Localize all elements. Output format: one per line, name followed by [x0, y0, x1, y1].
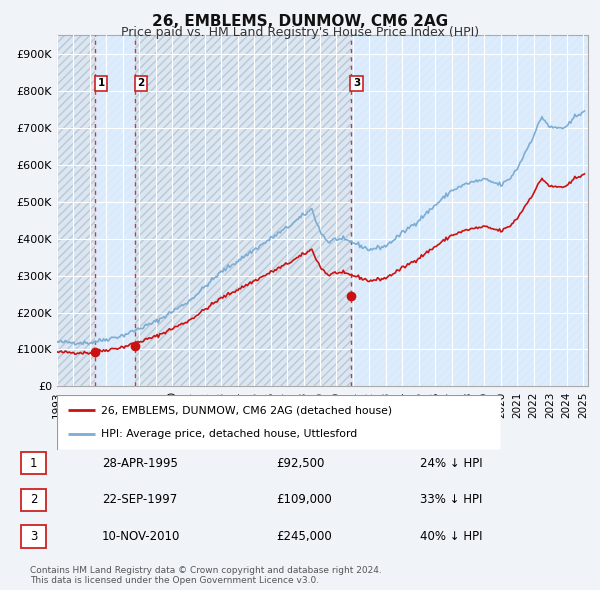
Text: 22-SEP-1997: 22-SEP-1997 [102, 493, 177, 506]
Text: 3: 3 [353, 78, 361, 88]
Text: £92,500: £92,500 [276, 457, 325, 470]
Text: 40% ↓ HPI: 40% ↓ HPI [420, 530, 482, 543]
Text: 26, EMBLEMS, DUNMOW, CM6 2AG (detached house): 26, EMBLEMS, DUNMOW, CM6 2AG (detached h… [101, 405, 392, 415]
Text: HPI: Average price, detached house, Uttlesford: HPI: Average price, detached house, Uttl… [101, 430, 358, 440]
Text: 2: 2 [137, 78, 145, 88]
Text: £245,000: £245,000 [276, 530, 332, 543]
Text: 26, EMBLEMS, DUNMOW, CM6 2AG: 26, EMBLEMS, DUNMOW, CM6 2AG [152, 14, 448, 28]
Text: 28-APR-1995: 28-APR-1995 [102, 457, 178, 470]
Bar [350, 35, 588, 386]
Bar [95, 35, 135, 386]
Text: £109,000: £109,000 [276, 493, 332, 506]
Text: 3: 3 [30, 530, 37, 543]
Text: 10-NOV-2010: 10-NOV-2010 [102, 530, 181, 543]
Text: 1: 1 [98, 78, 105, 88]
Text: 1: 1 [30, 457, 37, 470]
Text: Contains HM Land Registry data © Crown copyright and database right 2024.
This d: Contains HM Land Registry data © Crown c… [30, 566, 382, 585]
Text: Price paid vs. HM Land Registry's House Price Index (HPI): Price paid vs. HM Land Registry's House … [121, 26, 479, 39]
Text: 33% ↓ HPI: 33% ↓ HPI [420, 493, 482, 506]
Text: 24% ↓ HPI: 24% ↓ HPI [420, 457, 482, 470]
Text: 2: 2 [30, 493, 37, 506]
